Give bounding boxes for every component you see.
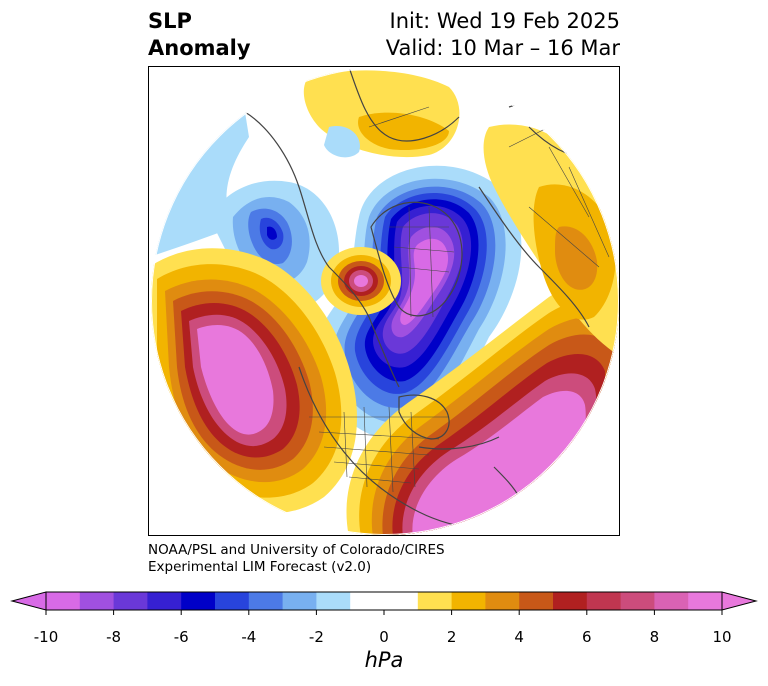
colorbar-bin — [181, 592, 216, 610]
forecast-dates: Init: Wed 19 Feb 2025 Valid: 10 Mar – 16… — [386, 8, 620, 62]
colorbar-tick-label: -10 — [33, 628, 59, 646]
credit-line-1: NOAA/PSL and University of Colorado/CIRE… — [148, 542, 445, 558]
colorbar-tick-label: 6 — [582, 628, 592, 646]
colorbar-bin — [654, 592, 689, 610]
colorbar-tick-label: -4 — [241, 628, 257, 646]
canadian-positive-blob — [321, 247, 401, 315]
variable-title: SLP — [148, 9, 192, 33]
init-date: Init: Wed 19 Feb 2025 — [389, 9, 620, 33]
map-panel — [148, 66, 620, 536]
colorbar-units-label: hPa — [364, 648, 404, 672]
colorbar-bin — [519, 592, 554, 610]
arctic-positive-strip — [303, 70, 460, 158]
colorbar-bin — [113, 592, 148, 610]
colorbar-bin — [688, 592, 723, 610]
colorbar-max-extension — [721, 591, 758, 611]
colorbar-bin — [79, 592, 115, 610]
credit-text: NOAA/PSL and University of Colorado/CIRE… — [148, 542, 445, 576]
credit-line-2: Experimental LIM Forecast (v2.0) — [148, 559, 372, 575]
colorbar-bin — [620, 592, 655, 610]
colorbar-tick-label: -6 — [173, 628, 189, 646]
colorbar-bin — [586, 592, 622, 610]
valid-range: Valid: 10 Mar – 16 Mar — [385, 36, 620, 60]
colorbar-bins — [46, 592, 723, 610]
colorbar-bin — [215, 592, 250, 610]
colorbar-ticks — [45, 610, 723, 615]
variable-subtitle: Anomaly — [148, 36, 251, 60]
colorbar-bin — [46, 592, 81, 610]
colorbar-tick-label: 4 — [514, 628, 524, 646]
colorbar-bin — [248, 592, 284, 610]
colorbar-bin — [282, 592, 317, 610]
colorbar-tick-label: 2 — [446, 628, 457, 646]
colorbar-bin — [553, 592, 588, 610]
map-title: SLP Anomaly — [148, 8, 251, 62]
political-borders — [309, 106, 610, 493]
colorbar-tick-label: 10 — [712, 628, 732, 646]
colorbar-tick-label: 8 — [649, 628, 660, 646]
colorbar-bin — [485, 592, 520, 610]
colorbar-bin — [147, 592, 182, 610]
colorbar-tick-label: -8 — [106, 628, 122, 646]
colorbar-bin — [417, 592, 453, 610]
colorbar-bin — [316, 592, 351, 610]
colorbar-tick-label: -2 — [308, 628, 324, 646]
colorbar-bin — [451, 592, 486, 610]
colorbar-bin — [350, 592, 419, 610]
slp-anomaly-map — [151, 67, 619, 535]
colorbar — [10, 591, 758, 615]
colorbar-tick-label: 0 — [379, 628, 389, 646]
colorbar-min-extension — [10, 591, 47, 611]
